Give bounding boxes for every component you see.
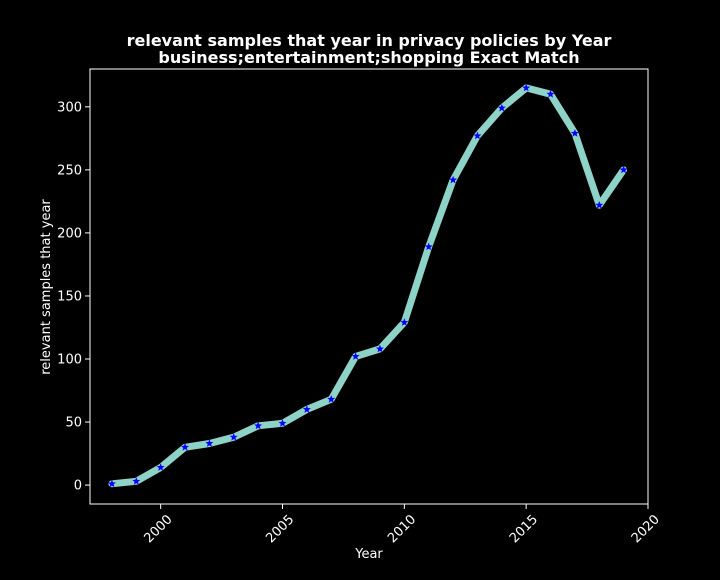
data-point-marker bbox=[132, 477, 141, 485]
plot-frame bbox=[89, 68, 649, 505]
data-point-marker bbox=[205, 439, 214, 447]
data-point-marker bbox=[424, 242, 433, 251]
data-point-marker bbox=[449, 175, 458, 184]
x-tick-label: 2010 bbox=[385, 512, 419, 546]
data-point-marker bbox=[254, 421, 263, 430]
data-point-marker bbox=[181, 443, 190, 451]
data-point-marker bbox=[473, 131, 482, 140]
data-point-marker bbox=[229, 432, 238, 441]
y-tick-label: 250 bbox=[57, 163, 82, 178]
data-point-marker bbox=[522, 83, 531, 92]
data-point-marker bbox=[375, 344, 384, 353]
data-point-marker bbox=[278, 419, 287, 427]
data-point-marker bbox=[302, 405, 311, 413]
y-tick-label: 100 bbox=[57, 353, 82, 368]
chart-title-line-1: relevant samples that year in privacy po… bbox=[127, 31, 612, 50]
x-tick-label: 2005 bbox=[263, 512, 297, 546]
x-axis: 2000 2005 2010 2015 2020 bbox=[142, 504, 663, 546]
data-point-marker bbox=[497, 103, 506, 112]
data-point-marker bbox=[327, 395, 336, 403]
data-point-marker bbox=[351, 352, 360, 360]
data-point-marker bbox=[595, 200, 604, 209]
y-tick-label: 0 bbox=[74, 479, 82, 494]
y-tick-label: 300 bbox=[57, 100, 82, 115]
y-axis-label: relevant samples that year bbox=[39, 199, 54, 375]
y-tick-label: 150 bbox=[57, 289, 82, 304]
data-point-marker bbox=[570, 129, 579, 137]
y-tick-label: 50 bbox=[65, 416, 82, 431]
x-tick-label: 2015 bbox=[507, 512, 541, 546]
data-point-marker bbox=[107, 479, 116, 488]
y-axis: 0 50 100 150 200 250 300 bbox=[57, 100, 90, 494]
x-tick-label: 2000 bbox=[142, 512, 176, 546]
y-tick-label: 200 bbox=[57, 226, 82, 241]
series-line bbox=[108, 84, 628, 488]
data-point-marker bbox=[546, 90, 555, 98]
plot-area bbox=[89, 68, 649, 505]
data-point-marker bbox=[156, 463, 165, 471]
x-tick-label: 2020 bbox=[629, 512, 663, 546]
x-axis-label: Year bbox=[354, 547, 383, 562]
chart-title-line-2: business;entertainment;shopping Exact Ma… bbox=[158, 48, 579, 67]
data-point-marker bbox=[619, 165, 628, 174]
data-point-marker bbox=[400, 318, 409, 326]
